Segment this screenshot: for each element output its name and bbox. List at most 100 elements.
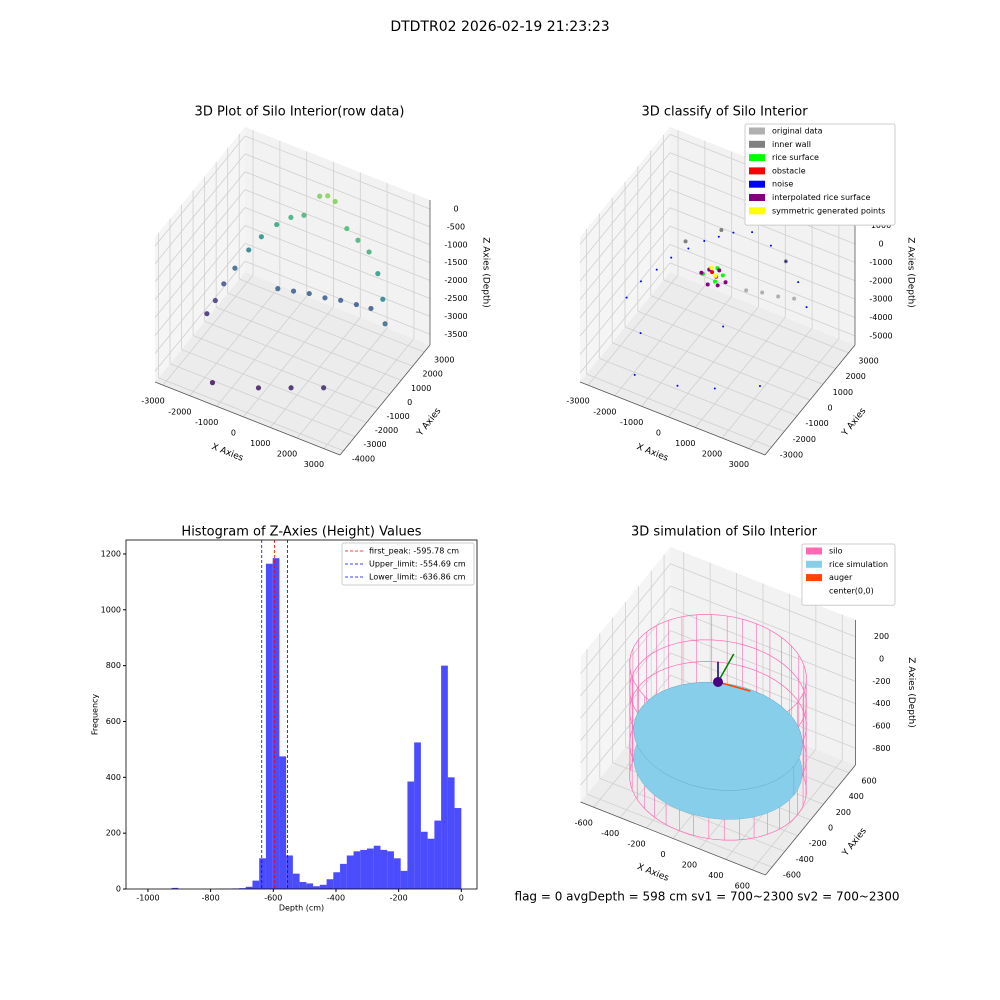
- data-point: [375, 271, 381, 277]
- y-tick-label: 1200: [101, 549, 121, 558]
- data-point: [709, 266, 714, 271]
- x-tick-label: -200: [627, 840, 645, 849]
- x-axis-line: [154, 381, 341, 456]
- grid-line: [579, 262, 671, 374]
- bar: [326, 879, 334, 889]
- data-point: [353, 301, 359, 308]
- data-point: [717, 268, 722, 273]
- grid-line: [158, 377, 344, 452]
- legend-swatch: [749, 140, 765, 148]
- y-tick-label: 1000: [833, 388, 853, 397]
- bar: [346, 855, 354, 889]
- data-point: [332, 198, 338, 205]
- y-tick-label: 400: [849, 792, 864, 801]
- y-tick-label: -400: [796, 855, 814, 864]
- bar: [333, 872, 341, 889]
- bar: [340, 863, 347, 889]
- z-tick-label: -400: [872, 699, 890, 708]
- data-point: [204, 311, 210, 317]
- legend-box: [341, 542, 475, 586]
- bar: [286, 855, 293, 889]
- data-point: [710, 270, 715, 275]
- x-tick-label: -600: [264, 894, 282, 903]
- bar: [265, 563, 273, 889]
- data-point: [366, 249, 372, 255]
- data-point: [705, 282, 710, 287]
- y-tick-label: 600: [861, 776, 876, 785]
- z-tick-label: -2500: [444, 294, 467, 303]
- data-point: [722, 325, 725, 328]
- bar: [387, 851, 394, 889]
- legend-label: silo: [829, 547, 843, 556]
- grid-line: [244, 171, 431, 246]
- x-tick-label: -2000: [593, 407, 616, 416]
- x-tick-label: -800: [202, 894, 220, 903]
- y-tick-label: 3000: [434, 356, 454, 365]
- x-tick-label: 3000: [729, 460, 749, 469]
- x-tick-label: 2000: [702, 450, 722, 459]
- grid-line: [244, 260, 431, 335]
- x-tick-label: 1000: [675, 439, 695, 448]
- data-point: [288, 385, 294, 391]
- y-tick-label: -3000: [363, 440, 386, 449]
- x-tick-label: 200: [682, 860, 697, 869]
- legend-label: center(0,0): [829, 586, 874, 595]
- data-point: [639, 280, 642, 283]
- bar: [353, 851, 361, 889]
- grid-line: [669, 189, 856, 263]
- data-point: [784, 260, 787, 263]
- legend-box: [801, 543, 896, 606]
- y-tick-label: 1000: [411, 384, 431, 393]
- legend-swatch: [806, 547, 822, 555]
- x-tick-label: 3000: [304, 460, 324, 469]
- y-axis-line: [339, 344, 431, 456]
- floor-pane: [155, 272, 430, 455]
- bar: [407, 781, 415, 889]
- legend-label: Upper_limit: -554.69 cm: [369, 560, 466, 569]
- z-tick-label: -2000: [444, 276, 467, 285]
- data-point: [288, 214, 294, 221]
- data-point: [274, 221, 280, 228]
- data-point: [338, 297, 344, 303]
- data-point: [368, 305, 374, 312]
- data-point: [212, 297, 218, 304]
- x-tick-label: -400: [601, 829, 619, 838]
- y-tick-label: 1000: [101, 605, 121, 614]
- data-point: [633, 373, 636, 376]
- y-tick-label: 2000: [423, 370, 443, 379]
- legend-label: obstacle: [772, 166, 806, 175]
- z-tick-label: 0: [453, 204, 458, 213]
- grid-line: [579, 152, 671, 263]
- bar: [360, 849, 367, 889]
- grid-line: [216, 306, 402, 381]
- legend-label: symmetric generated points: [772, 206, 885, 215]
- grid-line: [154, 207, 246, 318]
- data-point: [744, 288, 749, 293]
- legend-swatch: [749, 207, 765, 215]
- data-point: [699, 270, 704, 275]
- x-tick-label: 1000: [250, 439, 270, 448]
- data-point: [382, 321, 388, 327]
- y-tick-label: 0: [116, 885, 121, 894]
- grid-line: [650, 295, 836, 369]
- data-point: [325, 193, 331, 199]
- grid-line: [670, 607, 856, 682]
- y-tick-label: 800: [106, 661, 121, 670]
- bar: [420, 831, 428, 889]
- legend-swatch: [806, 587, 822, 595]
- data-point: [703, 239, 706, 242]
- side-pane: [155, 127, 245, 382]
- legend-label: auger: [829, 573, 853, 582]
- grid-line: [670, 585, 856, 660]
- z-tick-label: -3000: [869, 295, 892, 304]
- z-tick-label: 1000: [871, 221, 891, 230]
- data-point: [232, 265, 238, 271]
- auger-arm: [717, 681, 751, 692]
- legend-swatch: [749, 154, 765, 162]
- bar: [259, 858, 266, 889]
- grid-line: [579, 244, 671, 355]
- bar: [427, 838, 435, 889]
- bar: [380, 849, 388, 889]
- grid-line: [579, 207, 671, 319]
- data-point: [255, 385, 262, 391]
